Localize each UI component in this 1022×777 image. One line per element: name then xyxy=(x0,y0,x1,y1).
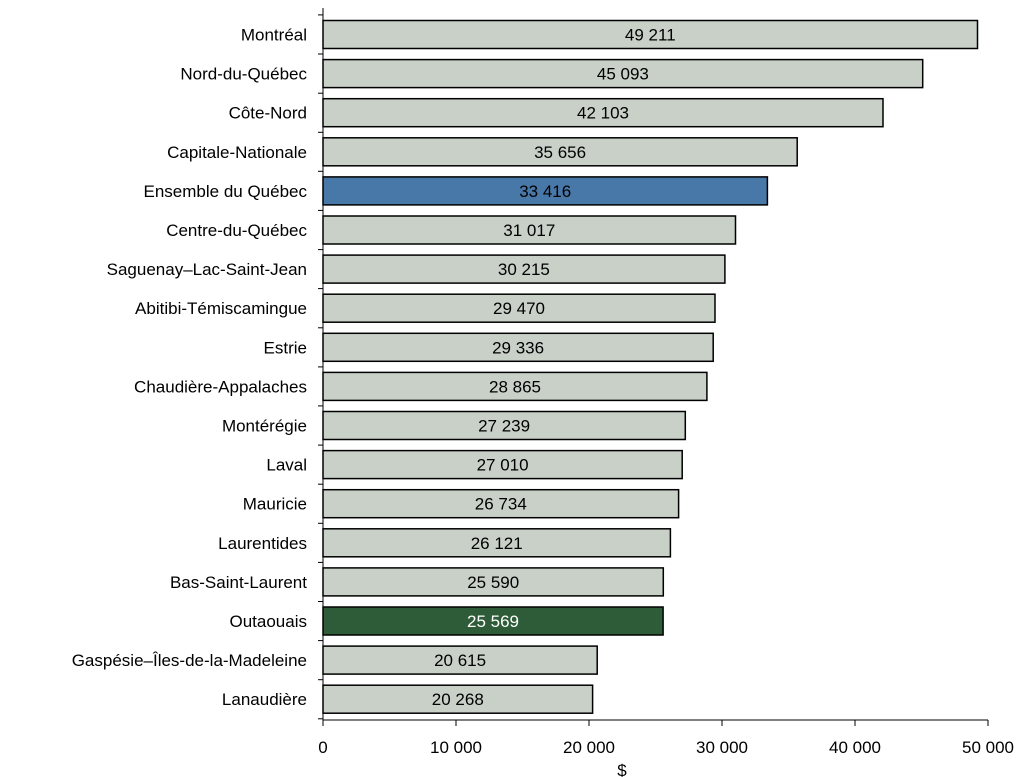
value-label: 25 569 xyxy=(467,612,519,631)
value-label: 29 336 xyxy=(492,338,544,357)
category-label: Montréal xyxy=(241,26,307,45)
category-label: Capitale-Nationale xyxy=(167,143,307,162)
bar xyxy=(322,567,665,597)
bars-group xyxy=(322,19,979,714)
bar xyxy=(322,488,680,519)
category-label: Laurentides xyxy=(218,534,307,553)
value-label: 28 865 xyxy=(489,377,541,396)
bar xyxy=(322,58,924,89)
x-tick-label: 10 000 xyxy=(430,738,482,757)
x-tick-label: 30 000 xyxy=(696,738,748,757)
category-label: Gaspésie–Îles-de-la-Madeleine xyxy=(72,651,307,670)
value-label: 45 093 xyxy=(597,65,649,84)
x-axis: 0 10 000 20 000 30 000 40 000 50 000 xyxy=(318,8,1014,757)
value-label: 33 416 xyxy=(519,182,571,201)
value-label: 49 211 xyxy=(625,26,676,45)
category-label: Laval xyxy=(266,456,307,475)
category-label: Centre-du-Québec xyxy=(166,221,307,240)
bar xyxy=(322,176,769,206)
x-axis-title: $ xyxy=(617,761,627,777)
bar xyxy=(322,410,687,441)
category-label: Bas-Saint-Laurent xyxy=(170,573,307,592)
value-label: 27 239 xyxy=(478,417,530,436)
value-label: 29 470 xyxy=(493,299,545,318)
bar xyxy=(322,254,726,284)
category-label: Outaouais xyxy=(230,612,308,631)
category-label: Abitibi-Témiscamingue xyxy=(135,299,307,318)
category-label: Lanaudière xyxy=(222,690,307,709)
value-labels: 49 211 45 093 42 103 35 656 33 416 31 017 30 2… xyxy=(432,26,676,710)
value-label: 31 017 xyxy=(503,221,555,240)
x-tick-label: 0 xyxy=(318,738,327,757)
value-label: 26 734 xyxy=(475,495,527,514)
value-label: 26 121 xyxy=(471,534,523,553)
category-label: Ensemble du Québec xyxy=(144,182,308,201)
value-label: 42 103 xyxy=(577,104,629,123)
bar xyxy=(322,97,884,128)
value-label: 20 615 xyxy=(434,651,486,670)
x-tick-label: 50 000 xyxy=(962,738,1014,757)
category-label: Nord-du-Québec xyxy=(180,65,307,84)
bar xyxy=(322,449,683,480)
bar xyxy=(322,528,672,558)
bar xyxy=(322,137,798,167)
value-label: 20 268 xyxy=(432,690,484,709)
category-labels: Montréal Nord-du-Québec Côte-Nord Capitale-… xyxy=(72,26,308,710)
value-label: 30 215 xyxy=(498,260,550,279)
category-label: Mauricie xyxy=(243,495,307,514)
category-label: Chaudière-Appalaches xyxy=(134,377,307,396)
value-label: 25 590 xyxy=(467,573,519,592)
category-label: Montérégie xyxy=(222,417,307,436)
x-tick-label: 20 000 xyxy=(563,738,615,757)
value-label: 35 656 xyxy=(534,143,586,162)
value-label: 27 010 xyxy=(477,456,529,475)
category-label: Saguenay–Lac-Saint-Jean xyxy=(107,260,307,279)
category-label: Estrie xyxy=(264,338,307,357)
category-label: Côte-Nord xyxy=(229,104,307,123)
x-tick-label: 40 000 xyxy=(829,738,881,757)
